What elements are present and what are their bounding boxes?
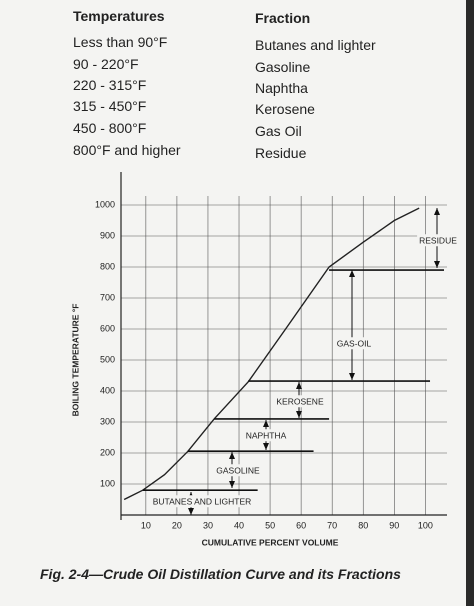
y-tick-label: 200 bbox=[100, 447, 115, 457]
annotation-bg bbox=[243, 429, 289, 442]
table-header: Fraction bbox=[255, 10, 311, 26]
arrow-head bbox=[296, 382, 302, 389]
annotation-bg bbox=[214, 464, 263, 477]
annotation-bg bbox=[150, 495, 254, 508]
table-cell: Gasoline bbox=[255, 59, 311, 75]
x-tick-label: 30 bbox=[203, 520, 213, 530]
x-tick-label: 80 bbox=[358, 520, 368, 530]
table-cell: 450 - 800°F bbox=[73, 120, 147, 136]
annotation: GASOLINE bbox=[216, 465, 260, 475]
annotation: NAPHTHA bbox=[246, 430, 287, 440]
annotation: RESIDUE bbox=[419, 235, 457, 245]
y-tick-label: 600 bbox=[100, 323, 115, 333]
arrow-head bbox=[349, 373, 355, 380]
table-cell: 90 - 220°F bbox=[73, 56, 139, 72]
distillation-curve bbox=[123, 207, 420, 501]
y-tick-label: 500 bbox=[100, 354, 115, 364]
table-cell: 220 - 315°F bbox=[73, 77, 147, 93]
x-tick-label: 100 bbox=[418, 520, 433, 530]
table-cell: 315 - 450°F bbox=[73, 98, 147, 114]
y-tick-label: 1000 bbox=[95, 199, 115, 209]
annotation: GAS-OIL bbox=[337, 338, 372, 348]
annotation-bg bbox=[417, 234, 460, 247]
y-tick-label: 700 bbox=[100, 292, 115, 302]
table-cell: Naphtha bbox=[255, 80, 308, 96]
arrow-head bbox=[434, 208, 440, 215]
table-cell: Less than 90°F bbox=[73, 34, 168, 50]
arrow-head bbox=[296, 411, 302, 418]
x-tick-label: 10 bbox=[141, 520, 151, 530]
x-tick-label: 50 bbox=[265, 520, 275, 530]
table-cell: Kerosene bbox=[255, 101, 315, 117]
table-header: Temperatures bbox=[73, 8, 165, 24]
y-tick-label: 400 bbox=[100, 385, 115, 395]
table-cell: Butanes and lighter bbox=[255, 37, 376, 53]
x-tick-label: 20 bbox=[172, 520, 182, 530]
y-tick-label: 100 bbox=[100, 478, 115, 488]
x-tick-label: 60 bbox=[296, 520, 306, 530]
table-cell: Residue bbox=[255, 145, 307, 161]
arrow-head bbox=[263, 443, 269, 450]
x-tick-label: 40 bbox=[234, 520, 244, 530]
y-tick-label: 900 bbox=[100, 230, 115, 240]
table-cell: Gas Oil bbox=[255, 123, 302, 139]
caption: Fig. 2-4—Crude Oil Distillation Curve an… bbox=[40, 566, 401, 582]
y-tick-label: 300 bbox=[100, 416, 115, 426]
arrow-head bbox=[188, 508, 194, 515]
y-tick-label: 800 bbox=[100, 261, 115, 271]
annotation-bg bbox=[274, 395, 326, 408]
table-cell: 800°F and higher bbox=[73, 142, 181, 158]
annotation-bg bbox=[334, 337, 374, 350]
x-axis-label: CUMULATIVE PERCENT VOLUME bbox=[202, 537, 339, 547]
x-tick-label: 90 bbox=[389, 520, 399, 530]
y-axis-label: BOILING TEMPERATURE °F bbox=[70, 304, 80, 417]
annotation: BUTANES AND LIGHTER bbox=[153, 496, 252, 506]
arrow-head bbox=[229, 452, 235, 459]
arrow-head bbox=[349, 270, 355, 277]
page-edge bbox=[466, 0, 474, 606]
arrow-head bbox=[263, 420, 269, 427]
arrow-head bbox=[434, 261, 440, 268]
annotation: KEROSENE bbox=[276, 396, 324, 406]
arrow-head bbox=[229, 481, 235, 488]
x-tick-label: 70 bbox=[327, 520, 337, 530]
